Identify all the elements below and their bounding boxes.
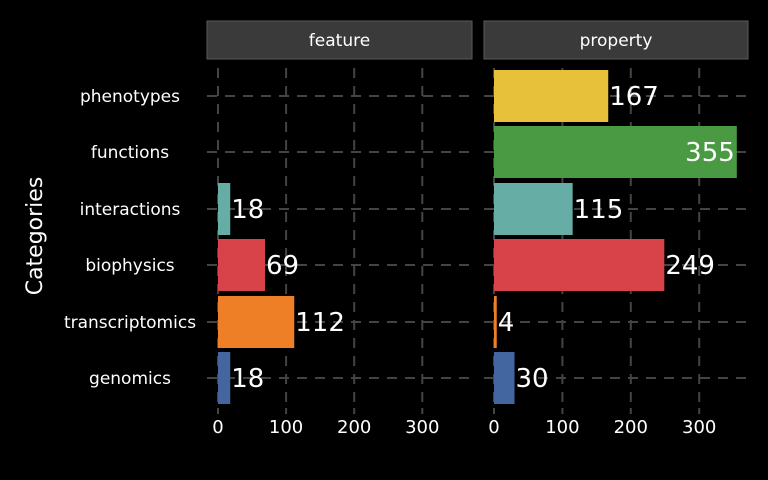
x-tick-label: 200 [337,417,371,438]
bar-feature-biophysics [218,239,265,291]
category-label-genomics: genomics [89,369,171,389]
data-label-property-genomics: 30 [516,364,549,394]
bar-property-biophysics [494,239,665,291]
data-label-feature-biophysics: 69 [266,251,299,281]
data-label-property-functions: 355 [685,138,735,168]
x-tick-label: 100 [269,417,303,438]
facet-strip-feature [206,20,473,60]
bar-property-genomics [494,352,515,404]
x-tick-label: 0 [488,417,499,438]
facet-strip-label-feature: feature [309,31,370,51]
data-label-property-interactions: 115 [574,195,624,225]
facet-strip-label-property: property [580,31,653,51]
x-tick-label: 100 [545,417,579,438]
bar-feature-genomics [218,352,231,404]
facet-strip-property [483,20,749,60]
category-label-interactions: interactions [80,200,181,220]
bar-feature-interactions [218,183,231,235]
bar-property-functions [494,126,737,178]
data-label-property-phenotypes: 167 [609,82,659,112]
category-label-functions: functions [91,143,169,163]
x-tick-label: 300 [405,417,439,438]
category-label-phenotypes: phenotypes [80,87,180,107]
bar-property-phenotypes [494,70,609,122]
y-axis-title: Categories [23,177,48,296]
bar-feature-transcriptomics [218,296,295,348]
data-label-feature-transcriptomics: 112 [295,308,345,338]
category-label-transcriptomics: transcriptomics [64,313,196,333]
panel-property: property 0 100 200 300 167 355 115 249 430 [483,20,749,438]
bar-property-interactions [494,183,573,235]
data-label-property-biophysics: 249 [665,251,715,281]
data-label-feature-genomics: 18 [231,364,264,394]
x-tick-label: 0 [212,417,223,438]
category-label-biophysics: biophysics [85,256,174,276]
bar-property-transcriptomics [494,296,497,348]
x-tick-label: 300 [682,417,716,438]
data-label-property-transcriptomics: 4 [498,308,515,338]
x-tick-label: 200 [614,417,648,438]
data-label-feature-interactions: 18 [231,195,264,225]
